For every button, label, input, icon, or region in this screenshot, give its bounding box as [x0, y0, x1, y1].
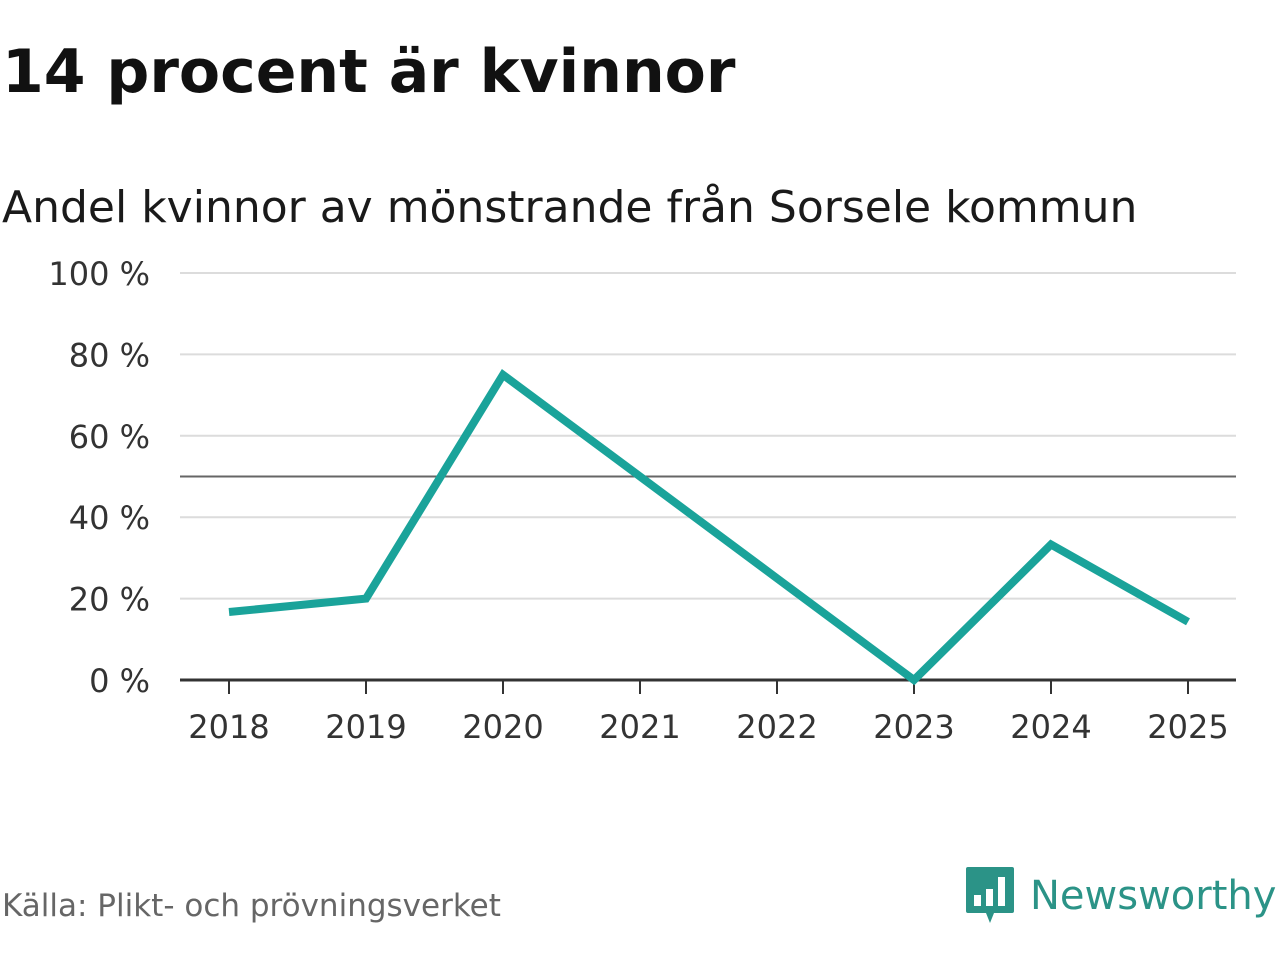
y-tick-label: 80 % [69, 336, 150, 374]
y-tick-label: 100 % [48, 255, 150, 293]
y-tick-label: 60 % [69, 418, 150, 456]
x-tick-label: 2019 [325, 708, 406, 746]
x-tick-label: 2024 [1010, 708, 1091, 746]
x-tick-label: 2025 [1147, 708, 1228, 746]
chart-title: 14 procent är kvinnor [2, 37, 736, 107]
x-tick-label: 2022 [736, 708, 817, 746]
x-tick-label: 2023 [873, 708, 954, 746]
y-tick-label: 20 % [69, 581, 150, 619]
x-tick-label: 2018 [188, 708, 269, 746]
series-line-0 [228, 368, 1190, 686]
x-tick-label: 2021 [599, 708, 680, 746]
source-note: Källa: Plikt- och prövningsverket [2, 888, 501, 924]
chart-subtitle: Andel kvinnor av mönstrande från Sorsele… [2, 182, 1138, 233]
y-tick-label: 0 % [89, 662, 150, 700]
newsworthy-brand: Newsworthy [964, 864, 1276, 928]
brand-name: Newsworthy [1030, 873, 1277, 919]
newsworthy-logo-icon [966, 867, 1014, 923]
x-tick-label: 2020 [462, 708, 543, 746]
y-tick-label: 40 % [69, 499, 150, 537]
